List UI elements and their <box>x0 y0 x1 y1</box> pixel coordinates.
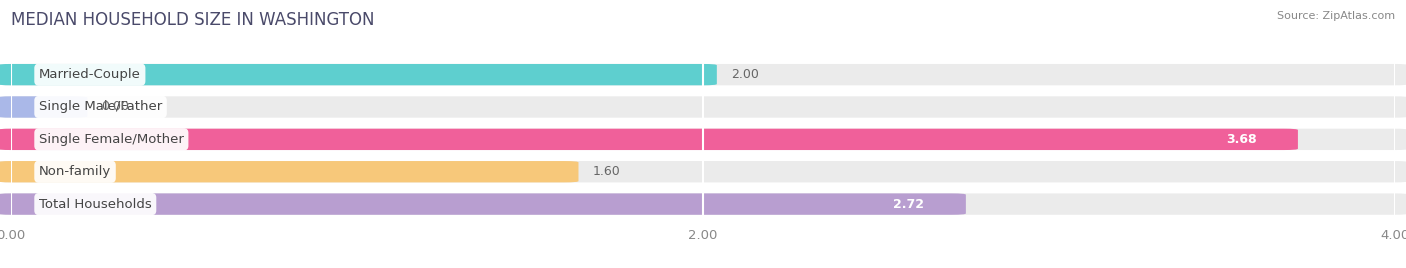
FancyBboxPatch shape <box>0 193 1406 215</box>
Text: Single Male/Father: Single Male/Father <box>39 100 162 113</box>
Text: 3.68: 3.68 <box>1226 133 1257 146</box>
FancyBboxPatch shape <box>0 96 1406 118</box>
FancyBboxPatch shape <box>0 96 87 118</box>
FancyBboxPatch shape <box>0 64 717 85</box>
Text: 1.60: 1.60 <box>592 165 620 178</box>
Text: 2.72: 2.72 <box>893 198 924 211</box>
Text: MEDIAN HOUSEHOLD SIZE IN WASHINGTON: MEDIAN HOUSEHOLD SIZE IN WASHINGTON <box>11 11 375 29</box>
FancyBboxPatch shape <box>0 193 966 215</box>
FancyBboxPatch shape <box>0 161 578 183</box>
Text: Single Female/Mother: Single Female/Mother <box>39 133 184 146</box>
FancyBboxPatch shape <box>0 64 1406 85</box>
Text: Non-family: Non-family <box>39 165 111 178</box>
Text: 0.00: 0.00 <box>101 100 129 113</box>
FancyBboxPatch shape <box>0 129 1298 150</box>
FancyBboxPatch shape <box>0 129 1406 150</box>
Text: 2.00: 2.00 <box>731 68 759 81</box>
Text: Married-Couple: Married-Couple <box>39 68 141 81</box>
Text: Total Households: Total Households <box>39 198 152 211</box>
Text: Source: ZipAtlas.com: Source: ZipAtlas.com <box>1277 11 1395 21</box>
FancyBboxPatch shape <box>0 161 1406 183</box>
